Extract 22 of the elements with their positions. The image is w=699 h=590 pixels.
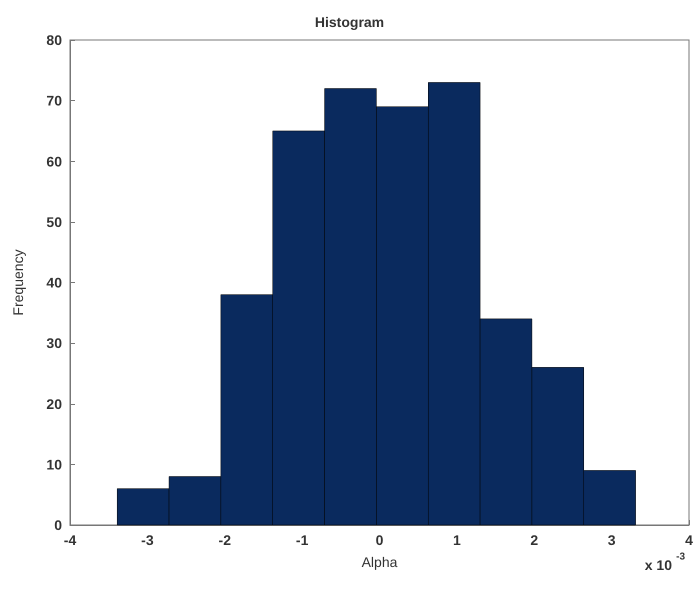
y-tick-label: 10 [46, 456, 62, 472]
y-tick-label: 80 [46, 32, 62, 48]
x-tick-label: 0 [376, 532, 384, 548]
x-axis-title: Alpha [362, 554, 398, 570]
x-tick-label: -2 [218, 532, 232, 548]
x-tick-label: 3 [608, 532, 616, 548]
x-tick-label: -4 [64, 532, 76, 548]
x-tick-label: -3 [141, 532, 154, 548]
chart-title: Histogram [314, 14, 384, 30]
y-tick-label: 40 [46, 274, 62, 290]
y-tick-label: 20 [46, 396, 62, 412]
x-tick-label: 1 [452, 532, 461, 548]
y-tick-label: 0 [54, 517, 62, 533]
y-tick-label: 30 [46, 335, 62, 352]
x-tick-label: -1 [296, 532, 309, 548]
y-tick-label: 50 [46, 214, 62, 230]
x-tick-label: 4 [685, 532, 694, 548]
y-tick-label: 60 [46, 153, 62, 170]
text: x 10-3 [644, 552, 686, 573]
x-tick-label: 2 [530, 532, 538, 548]
y-tick-label: 70 [46, 92, 62, 109]
y-axis-title: Frequency [10, 249, 26, 316]
